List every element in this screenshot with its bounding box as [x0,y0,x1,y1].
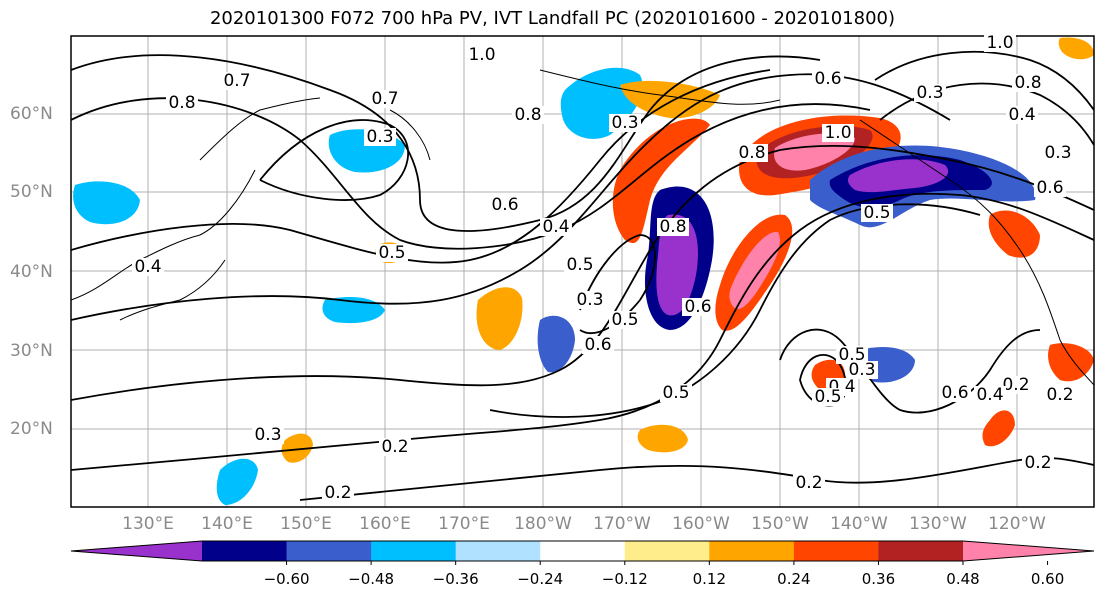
contour-label: 0.4 [134,257,161,277]
contour-label: 0.2 [1046,385,1073,405]
colorbar-swatch [794,541,879,561]
contour-label: 0.8 [659,217,686,237]
lon-label: 180°W [498,514,588,534]
map-panel: 1.00.70.80.30.70.8 0.3 1.00.80.61.00.80.30… [0,0,1105,601]
colorbar-swatch [540,541,625,561]
colorbar-arrow-high [963,541,1094,561]
contour-label: 0.4 [976,385,1003,405]
contour-label: 0.2 [381,437,408,457]
colorbar [71,541,1094,565]
contour-label: 0.3 [254,425,281,445]
lon-label: 150°W [735,514,825,534]
contour-label: 0.6 [1036,178,1063,198]
lat-label: 20°N [10,419,53,439]
lon-label: 140°W [814,514,904,534]
contour-label: 0.4 [1008,105,1035,125]
contour-label: 0.5 [814,387,841,407]
contour-label: 0.5 [662,383,689,403]
contour-label: 0.2 [1024,453,1051,473]
contour-label: 0.6 [814,69,841,89]
contour-label: 0.2 [324,483,351,503]
lon-label: 170°E [419,514,509,534]
contour-label: 0.6 [941,383,968,403]
contour-label: 0.4 [542,217,569,237]
colorbar-swatch [625,541,710,561]
lon-label: 160°E [340,514,430,534]
contour-label: 0.7 [371,89,398,109]
colorbar-tick-label: −0.60 [252,570,322,588]
contour-label: 0.6 [684,297,711,317]
colorbar-swatch [456,541,541,561]
colorbar-swatch [371,541,456,561]
contour-label: 0.3 [1044,143,1071,163]
colorbar-swatch [709,541,794,561]
contour-label: 0.8 [1014,73,1041,93]
colorbar-swatch [202,541,287,561]
colorbar-arrow-low [71,541,202,561]
contour-label: 0.8 [514,105,541,125]
colorbar-tick-label: −0.24 [505,570,575,588]
contour-label: 0.6 [491,195,518,215]
colorbar-tick-label: 0.60 [1013,570,1083,588]
contour-label: 1.0 [824,123,851,143]
colorbar-tick-label: −0.48 [336,570,406,588]
contour-label: 0.5 [863,203,890,223]
contour-label: 0.2 [1002,375,1029,395]
lat-label: 30°N [10,341,53,361]
colorbar-tick-label: −0.12 [590,570,660,588]
contour-label: 0.2 [795,473,822,493]
contour-label: 0.8 [738,143,765,163]
lat-label: 40°N [10,262,53,282]
contour-label: 0.8 [168,93,195,113]
contour-label: 0.5 [611,310,638,330]
lon-label: 140°E [182,514,272,534]
colorbar-tick-label: 0.48 [928,570,998,588]
lon-label: 130°E [103,514,193,534]
contour-label: 0.3 [611,113,638,133]
colorbar-tick-label: −0.36 [421,570,491,588]
colorbar-swatch [287,541,372,561]
contour-label: 0.5 [378,243,405,263]
lon-label: 170°W [577,514,667,534]
lat-label: 50°N [10,182,53,202]
lon-label: 130°W [893,514,983,534]
contour-label: 1.0 [468,45,495,65]
colorbar-tick-label: 0.12 [674,570,744,588]
contour-label: 0.3 [916,83,943,103]
lon-label: 160°W [656,514,746,534]
contour-label: 0.3 [366,127,393,147]
contour-label: 0.5 [566,255,593,275]
colorbar-tick-label: 0.36 [843,570,913,588]
contour-label: 1.0 [986,33,1013,53]
contour-label: 0.7 [223,71,250,91]
lat-label: 60°N [10,104,53,124]
colorbar-swatch [878,541,963,561]
contour-label: 0.6 [584,335,611,355]
lon-label: 120°W [972,514,1062,534]
contour-label: 0.3 [576,290,603,310]
colorbar-tick-label: 0.24 [759,570,829,588]
lon-label: 150°E [261,514,351,534]
